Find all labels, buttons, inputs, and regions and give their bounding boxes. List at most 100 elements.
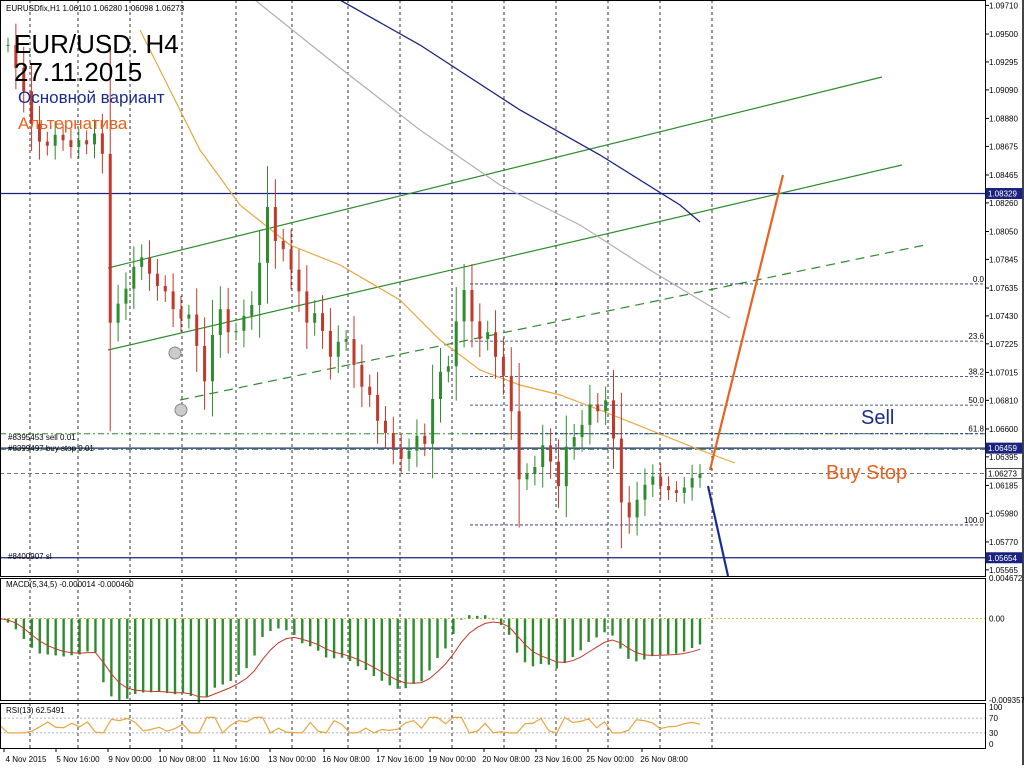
- sell-annotation: Sell: [861, 407, 895, 429]
- y-tick-label: 1.05980: [989, 509, 1018, 518]
- price-label: 1.08329: [988, 189, 1017, 198]
- order-sell-label: #8395453 sell 0.01: [8, 433, 76, 442]
- candle-body: [297, 269, 301, 292]
- candle-body: [242, 315, 246, 331]
- y-tick-label: 1.06185: [989, 481, 1018, 490]
- candle-body: [53, 134, 57, 146]
- candle-body: [674, 490, 678, 493]
- macd-bar: [126, 618, 129, 699]
- macd-bar: [396, 618, 399, 689]
- y-tick-label: 1.08465: [989, 171, 1018, 180]
- macd-bar: [229, 618, 232, 681]
- macd-bar: [468, 615, 471, 619]
- candle-body: [651, 476, 655, 485]
- candle-body: [454, 321, 458, 367]
- candle-body: [108, 153, 112, 323]
- chart-title: EUR/USD. H4: [14, 29, 179, 59]
- candle-body: [541, 445, 545, 468]
- rsi-panel-frame: [0, 703, 986, 749]
- macd-bar: [70, 618, 73, 656]
- y-tick-label: 1.08675: [989, 142, 1018, 151]
- candle-body: [525, 473, 529, 480]
- price-label: 1.06459: [988, 444, 1017, 453]
- y-tick-label: 1.09710: [989, 1, 1018, 10]
- x-tick-label: 4 Nov 2015: [6, 755, 47, 764]
- macd-bar: [94, 618, 97, 653]
- candle-body: [234, 330, 238, 333]
- candle-body: [391, 433, 395, 448]
- price-label-box: [985, 442, 1023, 454]
- macd-bar: [563, 618, 566, 664]
- x-tick-label: 26 Nov 08:00: [640, 755, 688, 764]
- candle-body: [195, 314, 199, 346]
- candle-body: [281, 241, 285, 250]
- candle-body: [187, 314, 191, 319]
- y-tick-label: 1.06600: [989, 425, 1018, 434]
- macd-bar: [110, 618, 113, 697]
- macd-bar: [698, 618, 702, 645]
- candle-body: [77, 140, 81, 148]
- x-tick-label: 5 Nov 16:00: [56, 755, 100, 764]
- candle-body: [258, 262, 262, 306]
- candle-body: [140, 257, 144, 267]
- macd-bar: [539, 618, 543, 665]
- candle-body: [501, 356, 505, 376]
- candle-body: [431, 398, 435, 444]
- order-sl-label: #8400907 sl: [8, 552, 52, 561]
- fibonacci-label: 50.0: [968, 396, 984, 405]
- trend-channel-line: [107, 164, 903, 351]
- macd-bar: [547, 618, 551, 665]
- candle-body: [486, 332, 490, 340]
- macd-bar: [651, 618, 654, 657]
- macd-bar: [587, 618, 590, 642]
- candle-body: [148, 257, 152, 274]
- candle-body: [218, 309, 222, 335]
- candle-body: [698, 473, 702, 478]
- macd-bar: [452, 618, 455, 634]
- candle-body: [612, 400, 615, 439]
- alternative-scenario-line: [708, 174, 785, 471]
- macd-bar: [173, 618, 177, 695]
- macd-bar: [635, 618, 638, 662]
- main-scenario-line: [706, 485, 730, 577]
- candle-body: [643, 484, 647, 500]
- candle-body: [328, 330, 332, 357]
- candle-body: [423, 435, 427, 444]
- macd-axis-label: -0.009357: [989, 696, 1024, 705]
- macd-bar: [141, 618, 145, 693]
- macd-bar: [436, 618, 439, 659]
- candle-body: [368, 386, 372, 395]
- macd-bar: [237, 618, 240, 675]
- macd-axis-label: 0.004672: [989, 574, 1023, 583]
- candle-body: [360, 364, 364, 387]
- x-tick-label: 17 Nov 16:00: [376, 755, 424, 764]
- macd-bar: [253, 618, 256, 656]
- macd-bar: [6, 618, 10, 623]
- candle-body: [61, 134, 65, 141]
- x-tick-label: 10 Nov 08:00: [158, 755, 206, 764]
- macd-bar: [285, 618, 288, 631]
- x-tick-label: 23 Nov 16:00: [534, 755, 582, 764]
- macd-axis-label: 0.00: [989, 615, 1005, 624]
- macd-bar: [301, 618, 304, 644]
- macd-bar: [46, 618, 49, 655]
- legend-alternative: Альтернатива: [18, 114, 128, 133]
- macd-bar: [14, 618, 18, 630]
- macd-bar: [157, 618, 161, 692]
- candle-body: [352, 339, 356, 365]
- candle-body: [494, 332, 498, 357]
- candle-body: [619, 438, 623, 503]
- candle-body: [667, 486, 671, 491]
- rsi-label: RSI(13) 62.5491: [6, 706, 65, 715]
- candle-body: [517, 411, 521, 480]
- candle-body: [604, 400, 608, 412]
- macd-bar: [332, 618, 336, 659]
- legend-main-variant: Основной вариант: [18, 88, 165, 107]
- macd-bar: [380, 618, 384, 681]
- macd-bar: [666, 618, 670, 655]
- candle-body: [132, 266, 136, 289]
- macd-bar: [388, 618, 391, 686]
- macd-bar: [523, 618, 527, 663]
